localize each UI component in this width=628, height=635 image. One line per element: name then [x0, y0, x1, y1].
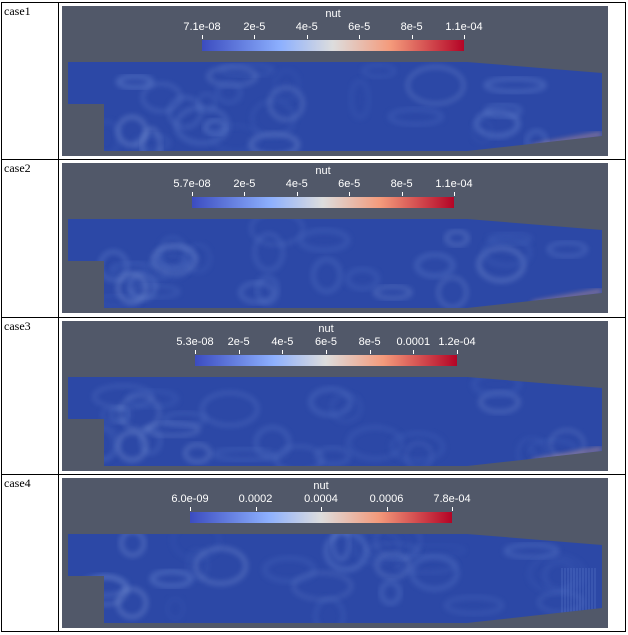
case-row-4: case4 nut 6.0e-09 0.0002 0.0004 0.0006 7.8e-0…: [1, 473, 626, 633]
colorbar-tick-mark: [254, 35, 256, 39]
colorbar-tick-label: 0.0002: [238, 492, 273, 505]
case-label-cell: case2: [1, 159, 59, 318]
simulation-image: nut 5.7e-08 2e-5 4e-5 6e-5 8e-5 1.1e-04: [62, 163, 608, 314]
colorbar-tick-label: 8e-5: [358, 335, 381, 348]
colorbar-tick-label: 2e-5: [243, 21, 266, 33]
colorbar-tick-mark: [244, 192, 246, 197]
colorbar-tick-label: 0.0004: [304, 492, 338, 505]
simulation-image-cell: nut 7.1e-08 2e-5 4e-5 6e-5 8e-5 1.1e-04: [58, 1, 626, 161]
colorbar-tick-mark: [326, 349, 327, 354]
colorbar-tick-label: 6e-5: [348, 21, 371, 33]
simulation-image-cell: nut 5.7e-08 2e-5 4e-5 6e-5 8e-5 1.1e-04: [58, 159, 626, 318]
colorbar-title: nut: [318, 322, 334, 335]
colorbar-tick-label: 8e-5: [390, 178, 413, 191]
case-label: case2: [4, 161, 31, 176]
simulation-image: nut 6.0e-09 0.0002 0.0004 0.0006 7.8e-04: [62, 477, 608, 628]
colorbar-tick-mark: [190, 506, 191, 511]
flow-field-plot: [68, 376, 602, 466]
colorbar-tick-mark: [401, 192, 403, 197]
colorbar-tick-mark: [464, 35, 465, 39]
colorbar-tick-mark: [306, 35, 308, 39]
colorbar-tick-mark: [282, 349, 284, 354]
domain-geometry: [68, 62, 602, 151]
colorbar-gradient: [190, 511, 452, 523]
colorbar-tick-label: 5.7e-08: [173, 178, 211, 191]
colorbar-tick-mark: [296, 192, 298, 197]
case-label-cell: case4: [1, 473, 59, 633]
colorbar-tick-label: 1.1e-04: [435, 178, 473, 191]
case-label-cell: case1: [1, 1, 59, 161]
colorbar-tick-label: 0.0006: [369, 492, 404, 505]
colorbar-tick-label: 4e-5: [285, 178, 308, 191]
colorbar-tick-mark: [369, 349, 371, 354]
case-label-cell: case3: [1, 316, 59, 475]
colorbar-tick-mark: [411, 35, 413, 39]
colorbar-tick-label: 0.0001: [396, 335, 431, 348]
colorbar-tick-label: 6e-5: [314, 335, 338, 348]
colorbar-tick-label: 2e-5: [227, 335, 250, 348]
simulation-image: nut 5.3e-08 2e-5 4e-5 6e-5 8e-5 0.0001 1.2e-04: [62, 320, 608, 471]
colorbar-tick-label: 1.1e-04: [445, 21, 483, 33]
flow-field-plot: [68, 219, 602, 309]
colorbar-tick-mark: [457, 349, 458, 354]
flow-field-plot: [68, 533, 602, 623]
colorbar-tick-mark: [359, 35, 361, 39]
colorbar-tick-label: 4e-5: [271, 335, 294, 348]
colorbar-tick-mark: [202, 35, 203, 39]
colorbar-gradient: [202, 40, 464, 51]
colorbar-tick-label: 2e-5: [233, 178, 256, 191]
colorbar-tick-label: 8e-5: [400, 21, 423, 33]
case-row-2: case2 nut 5.7e-08 2e-5 4e-5 6e-5 8e-5 1.1e-04: [1, 159, 626, 318]
case-row-1: case1 nut 7.1e-08 2e-5 4e-5 6e-5 8e-5 1.1e-04: [1, 1, 626, 161]
colorbar-tick-mark: [413, 349, 415, 354]
colorbar-tick-label: 6.0e-09: [171, 492, 209, 505]
colorbar-tick-mark: [255, 506, 257, 511]
colorbar-tick-mark: [349, 192, 351, 197]
colorbar-tick-label: 4e-5: [295, 21, 318, 33]
colorbar-tick-mark: [386, 506, 388, 511]
colorbar-gradient: [195, 354, 457, 366]
colorbar-tick-label: 7.1e-08: [183, 21, 221, 33]
colorbar-tick-mark: [195, 349, 196, 354]
simulation-image: nut 7.1e-08 2e-5 4e-5 6e-5 8e-5 1.1e-04: [62, 6, 608, 156]
colorbar-title: nut: [313, 479, 329, 492]
flow-field-plot: [68, 62, 602, 151]
colorbar-tick-label: 5.3e-08: [176, 335, 214, 348]
colorbar-tick-label: 6e-5: [338, 178, 361, 191]
colorbar-gradient: [192, 197, 454, 209]
colorbar-tick-mark: [452, 506, 453, 511]
case-label: case1: [4, 4, 31, 18]
colorbar-title: nut: [315, 165, 331, 178]
case-label: case3: [4, 318, 31, 333]
colorbar-tick-mark: [192, 192, 193, 197]
colorbar-title: nut: [325, 8, 341, 20]
colorbar-tick-mark: [321, 506, 322, 511]
colorbar-tick-mark: [454, 192, 455, 197]
colorbar-tick-mark: [238, 349, 240, 354]
case-row-3: case3 nut 5.3e-08 2e-5 4e-5 6e-5 8e-5 0.0001 1.…: [1, 316, 626, 475]
case-label: case4: [4, 475, 31, 490]
colorbar-tick-label: 7.8e-04: [433, 492, 471, 505]
domain-geometry: [68, 533, 602, 623]
simulation-image-cell: nut 5.3e-08 2e-5 4e-5 6e-5 8e-5 0.0001 1.2e-04: [58, 316, 626, 475]
simulation-image-cell: nut 6.0e-09 0.0002 0.0004 0.0006 7.8e-04: [58, 473, 626, 633]
colorbar-tick-label: 1.2e-04: [438, 335, 476, 348]
